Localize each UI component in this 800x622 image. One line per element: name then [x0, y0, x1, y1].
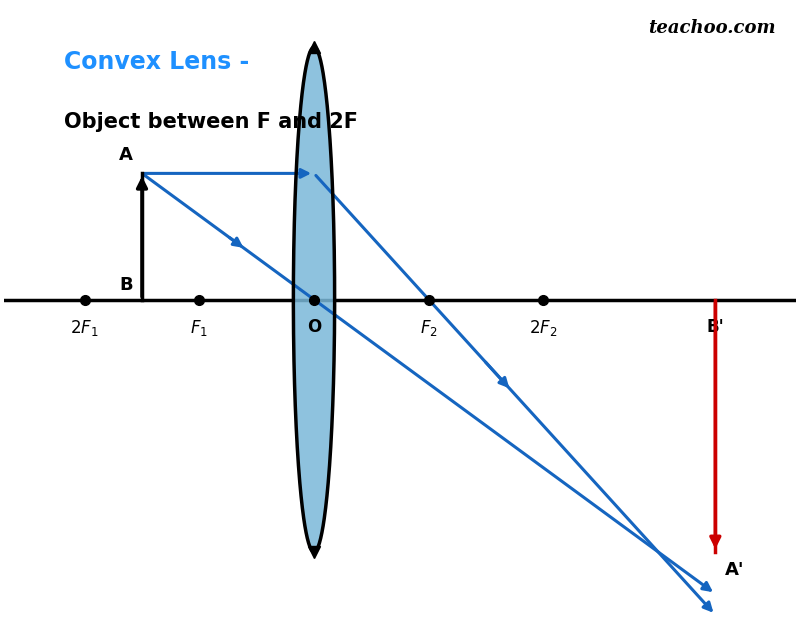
- Text: A': A': [725, 561, 744, 579]
- Text: O: O: [307, 318, 321, 336]
- Text: $F_1$: $F_1$: [190, 318, 208, 338]
- Text: $F_2$: $F_2$: [420, 318, 438, 338]
- Text: Object between F and 2F: Object between F and 2F: [64, 112, 358, 132]
- Text: Convex Lens -: Convex Lens -: [64, 50, 250, 74]
- Text: teachoo.com: teachoo.com: [649, 19, 776, 37]
- Text: B: B: [119, 276, 133, 294]
- Text: $2F_2$: $2F_2$: [529, 318, 558, 338]
- Text: $2F_1$: $2F_1$: [70, 318, 99, 338]
- Text: A: A: [119, 146, 133, 164]
- Text: B': B': [706, 318, 724, 336]
- Polygon shape: [294, 47, 334, 552]
